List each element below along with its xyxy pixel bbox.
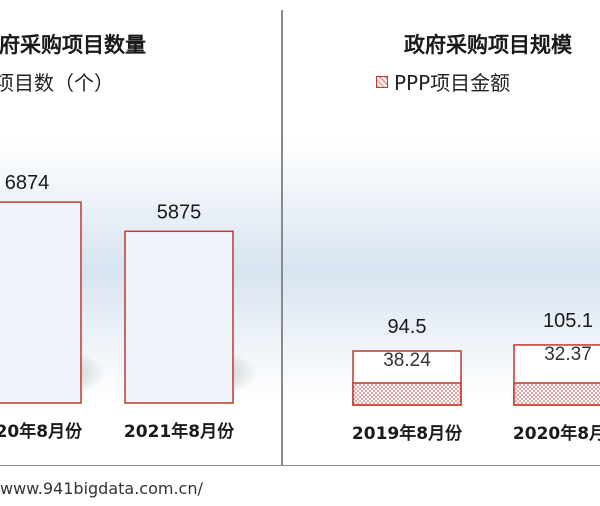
project-scale-chart: 94.5 38.24 2019年8月份 105.1 32.37 2020年8月份 (283, 140, 600, 444)
bottom-rule (0, 465, 600, 466)
bar-project-count (124, 230, 234, 404)
legend-label: PPP项目金额 (394, 71, 511, 95)
x-tick-label: 2020年8月份 (513, 423, 600, 444)
legend-label: 项目数（个） (0, 71, 114, 95)
chart-panel-project-scale: 94.5 38.24 2019年8月份 105.1 32.37 2020年8月份 政府采购… (283, 0, 600, 466)
bar-ppp-amount (513, 382, 600, 406)
legend-swatch (376, 75, 388, 88)
source-url: www.941bigdata.com.cn/ (0, 479, 203, 498)
x-tick-label: 2019年8月份 (352, 423, 463, 444)
chart-panel-project-count: 6874 2020年8月份 5875 2021年8月份 政府采购项目数量 项目数（个） (0, 0, 281, 466)
bar-value-label: 6874 (5, 172, 50, 194)
bar-inner-label: 38.24 (383, 350, 431, 371)
project-count-chart: 6874 2020年8月份 5875 2021年8月份 (0, 140, 281, 442)
panel-divider (281, 10, 283, 466)
bar-ppp-amount (352, 382, 462, 406)
bar-value-label: 105.1 (543, 310, 593, 332)
chart-title: 政府采购项目数量 (0, 33, 146, 57)
legend-item-ppp-amount: PPP项目金额 (376, 67, 510, 96)
x-tick-label: 2021年8月份 (124, 421, 235, 442)
chart-title: 政府采购项目规模 (404, 33, 572, 57)
x-tick-label: 2020年8月份 (0, 421, 83, 442)
bar-value-label: 94.5 (388, 316, 427, 338)
legend-item-project-count: 项目数（个） (0, 67, 114, 96)
bar-value-label: 5875 (157, 201, 202, 223)
bar-project-count (0, 201, 82, 404)
bar-inner-label: 32.37 (544, 344, 592, 365)
